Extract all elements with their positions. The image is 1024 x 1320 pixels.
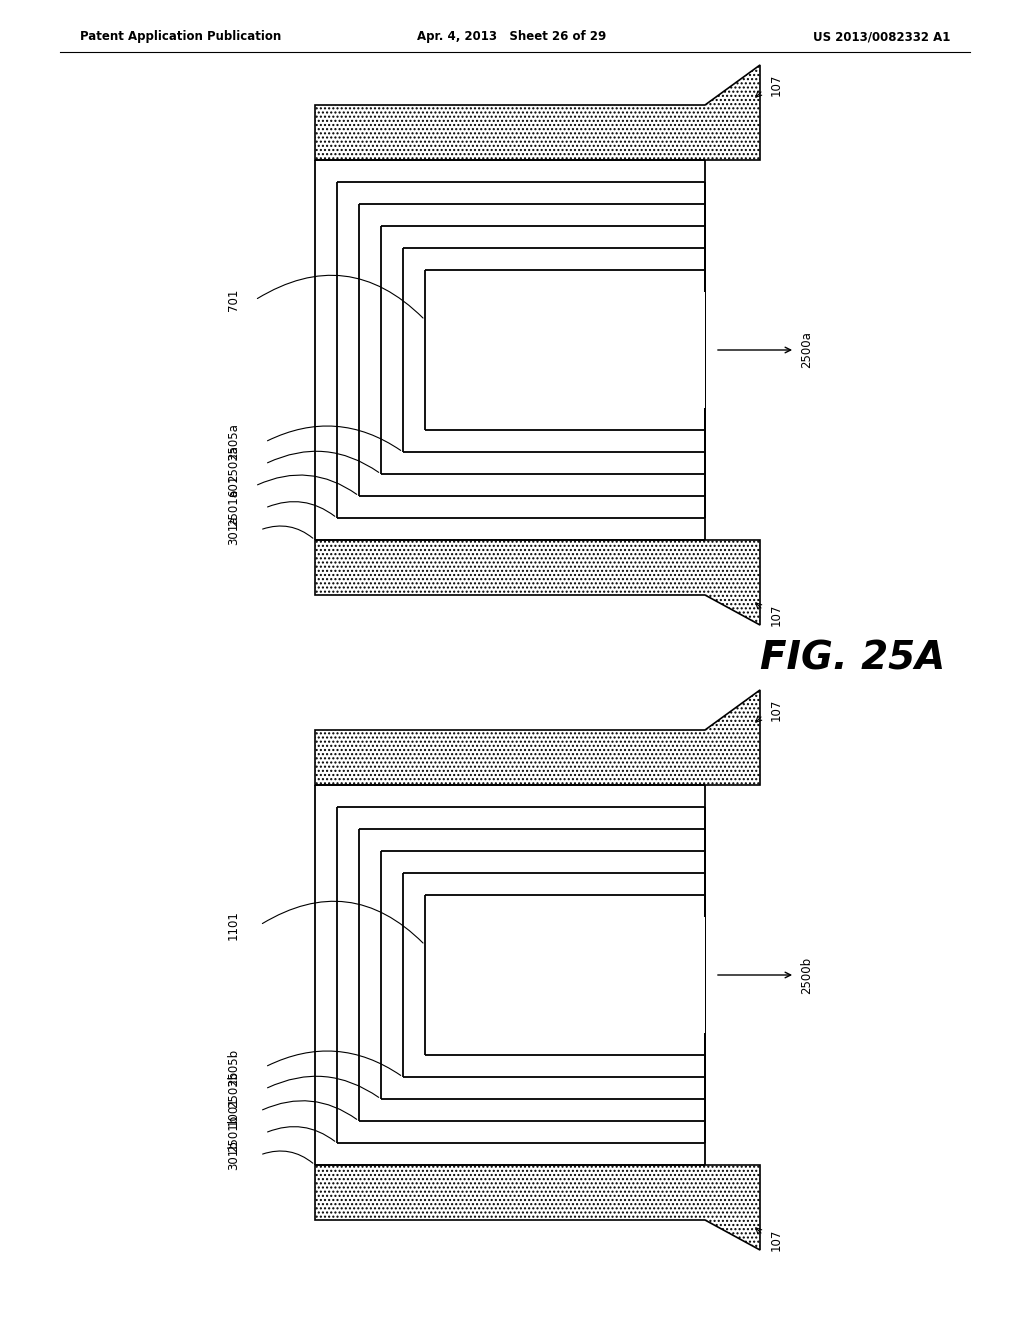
Bar <box>447 292 705 408</box>
Text: 701: 701 <box>227 289 240 312</box>
Text: 601: 601 <box>227 475 240 498</box>
Polygon shape <box>315 690 760 785</box>
Text: Patent Application Publication: Patent Application Publication <box>80 30 282 44</box>
Text: 2503a: 2503a <box>227 446 240 482</box>
Polygon shape <box>315 540 760 624</box>
Text: 301a: 301a <box>227 515 240 545</box>
Polygon shape <box>315 1166 760 1250</box>
Text: 2505a: 2505a <box>227 424 240 461</box>
Polygon shape <box>315 65 760 160</box>
Text: 2500b: 2500b <box>800 957 813 994</box>
Text: Apr. 4, 2013   Sheet 26 of 29: Apr. 4, 2013 Sheet 26 of 29 <box>418 30 606 44</box>
Text: 107: 107 <box>770 1229 783 1251</box>
Text: 2501b: 2501b <box>227 1114 240 1151</box>
Text: 1001: 1001 <box>227 1096 240 1126</box>
Text: 2501a: 2501a <box>227 490 240 527</box>
Text: 107: 107 <box>770 698 783 721</box>
Text: 107: 107 <box>770 603 783 626</box>
Text: 2500a: 2500a <box>800 331 813 368</box>
Text: FIG. 25A: FIG. 25A <box>760 640 945 678</box>
Text: 2503b: 2503b <box>227 1071 240 1107</box>
Bar <box>447 917 705 1034</box>
Text: 1101: 1101 <box>227 909 240 940</box>
Text: 107: 107 <box>770 74 783 96</box>
Text: US 2013/0082332 A1: US 2013/0082332 A1 <box>813 30 950 44</box>
Text: 301b: 301b <box>227 1140 240 1170</box>
Text: 2505b: 2505b <box>227 1048 240 1085</box>
